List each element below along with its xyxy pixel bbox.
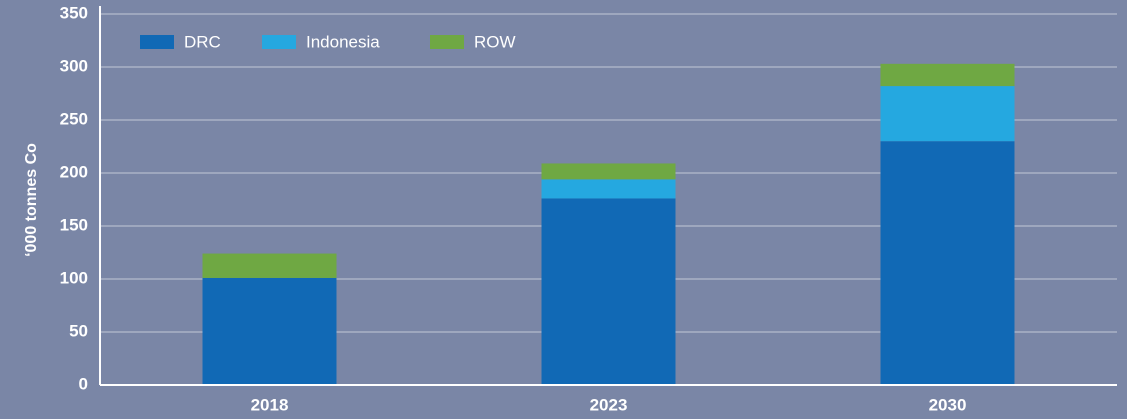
- bar-segment: [880, 86, 1015, 142]
- legend-label: ROW: [474, 32, 516, 51]
- legend-label: Indonesia: [306, 32, 380, 51]
- bar-segment: [541, 198, 676, 385]
- y-tick-label: 100: [60, 268, 88, 287]
- y-tick-label: 50: [69, 321, 88, 340]
- y-tick-label: 0: [79, 374, 88, 393]
- y-tick-label: 250: [60, 109, 88, 128]
- bar-segment: [880, 63, 1015, 87]
- x-tick-label: 2023: [590, 395, 628, 414]
- legend-swatch: [262, 35, 296, 49]
- bar-segment: [880, 141, 1015, 385]
- bar-segment: [541, 163, 676, 180]
- x-tick-label: 2018: [251, 395, 289, 414]
- y-tick-label: 300: [60, 56, 88, 75]
- legend-swatch: [430, 35, 464, 49]
- y-tick-label: 200: [60, 162, 88, 181]
- y-tick-label: 350: [60, 3, 88, 22]
- bar-segment: [202, 253, 337, 278]
- y-tick-label: 150: [60, 215, 88, 234]
- bar-segment: [541, 179, 676, 199]
- x-tick-label: 2030: [929, 395, 967, 414]
- y-axis-label: ‘000 tonnes Co: [23, 143, 40, 257]
- legend-label: DRC: [184, 32, 221, 51]
- bar-segment: [202, 277, 337, 385]
- legend-swatch: [140, 35, 174, 49]
